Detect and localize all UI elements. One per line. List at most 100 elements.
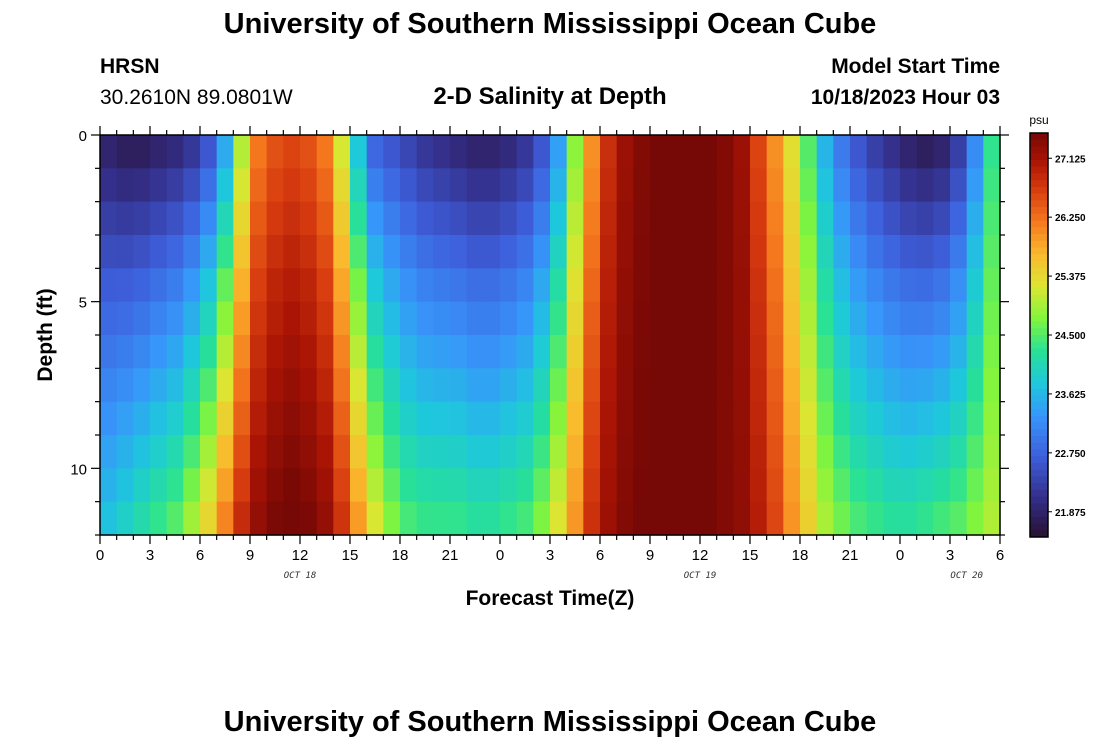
heatmap-cell xyxy=(783,301,801,336)
heatmap-cell xyxy=(600,268,618,303)
heatmap-cell xyxy=(333,368,351,403)
heatmap-cell xyxy=(900,135,918,169)
heatmap-cell xyxy=(266,468,284,503)
heatmap-cell xyxy=(100,368,118,403)
heatmap-cell xyxy=(500,368,518,403)
heatmap-cell xyxy=(350,201,368,236)
heatmap-cell xyxy=(433,401,451,436)
colorbar-segment xyxy=(1030,523,1048,531)
heatmap-cell xyxy=(933,468,951,503)
heatmap-cell xyxy=(783,501,801,536)
heatmap-cell xyxy=(883,335,901,369)
heatmap-cell xyxy=(616,368,634,403)
x-tick-label: 15 xyxy=(742,547,759,564)
heatmap-cell xyxy=(833,468,851,503)
heatmap-cell xyxy=(733,435,751,469)
heatmap-cell xyxy=(383,501,401,536)
heatmap-cell xyxy=(516,368,534,403)
heatmap-cell xyxy=(433,435,451,469)
heatmap-cell xyxy=(833,301,851,336)
x-tick-label: 6 xyxy=(196,547,204,564)
heatmap-cell xyxy=(450,335,468,369)
heatmap-cell xyxy=(766,501,784,536)
heatmap-cell xyxy=(866,501,884,536)
heatmap-cell xyxy=(100,135,118,169)
heatmap-cell xyxy=(683,501,701,536)
colorbar-segment xyxy=(1030,213,1048,222)
heatmap-cell xyxy=(433,168,451,203)
heatmap-cell xyxy=(100,335,118,369)
heatmap-cell xyxy=(416,335,434,369)
x-tick-label: 0 xyxy=(96,547,104,564)
heatmap-cell xyxy=(616,268,634,303)
heatmap-cell xyxy=(416,168,434,203)
heatmap-cell xyxy=(500,301,518,336)
heatmap-cell xyxy=(266,335,284,369)
heatmap-cell xyxy=(516,168,534,203)
heatmap-cell xyxy=(650,335,668,369)
heatmap-cell xyxy=(100,268,118,303)
heatmap-cell xyxy=(250,135,268,169)
heatmap-cell xyxy=(166,435,184,469)
colorbar-tick-label: 26.250 xyxy=(1055,213,1086,224)
colorbar-segment xyxy=(1030,335,1048,343)
heatmap-cell xyxy=(716,501,734,536)
heatmap-cell xyxy=(466,268,484,303)
heatmap-cell xyxy=(950,468,968,503)
heatmap-cell xyxy=(366,401,384,436)
heatmap-cell xyxy=(616,235,634,269)
heatmap-cell xyxy=(800,368,818,403)
heatmap-cell xyxy=(816,501,834,536)
heatmap-cell xyxy=(966,335,984,369)
heatmap-cell xyxy=(300,368,318,403)
heatmap-cell xyxy=(850,135,868,169)
heatmap-cell xyxy=(583,401,601,436)
heatmap-cell xyxy=(383,235,401,269)
heatmap-cell xyxy=(800,335,818,369)
heatmap-cell xyxy=(550,335,568,369)
x-axis-ticks: 0 3 6 9 12 15 18 21 0 3 6 9 12 15 18 21 0 3 6 OCT 18 OCT 19 O… xyxy=(96,126,1004,581)
date-label: OCT 18 xyxy=(284,571,317,581)
colorbar-segment xyxy=(1030,227,1048,235)
colorbar-segment xyxy=(1030,442,1048,450)
heatmap-cell xyxy=(250,268,268,303)
heatmap-cell xyxy=(216,401,234,436)
heatmap-cell xyxy=(866,168,884,203)
colorbar-segment xyxy=(1030,516,1048,525)
heatmap-cell xyxy=(383,168,401,203)
heatmap-cell xyxy=(750,501,768,536)
heatmap-cell xyxy=(616,401,634,436)
heatmap-cell xyxy=(250,468,268,503)
heatmap-cell xyxy=(616,201,634,236)
heatmap-cell xyxy=(550,401,568,436)
heatmap-cell xyxy=(383,401,401,436)
x-tick-label: 0 xyxy=(496,547,504,564)
heatmap-cell xyxy=(333,335,351,369)
heatmap-cell xyxy=(633,335,651,369)
heatmap-cell xyxy=(383,201,401,236)
heatmap-cell xyxy=(883,368,901,403)
heatmap-cell xyxy=(150,435,168,469)
x-tick-label: 12 xyxy=(292,547,309,564)
colorbar-segment xyxy=(1030,449,1048,457)
heatmap-cell xyxy=(683,135,701,169)
heatmap-cell xyxy=(250,201,268,236)
colorbar-segment xyxy=(1030,510,1048,518)
colorbar-segment xyxy=(1030,294,1048,302)
heatmap-cell xyxy=(966,368,984,403)
heatmap-cell xyxy=(500,501,518,536)
heatmap-cell xyxy=(500,235,518,269)
heatmap-cell xyxy=(250,301,268,336)
heatmap-cell xyxy=(933,235,951,269)
colorbar-segment xyxy=(1030,483,1048,491)
heatmap-cell xyxy=(133,301,151,336)
heatmap-cell xyxy=(316,235,334,269)
heatmap-cell xyxy=(833,501,851,536)
heatmap-cell xyxy=(350,468,368,503)
heatmap-cell xyxy=(116,468,134,503)
heatmap-cell xyxy=(850,435,868,469)
heatmap-cell xyxy=(516,268,534,303)
heatmap-cell xyxy=(900,268,918,303)
heatmap-cell xyxy=(350,235,368,269)
heatmap-cell xyxy=(583,368,601,403)
